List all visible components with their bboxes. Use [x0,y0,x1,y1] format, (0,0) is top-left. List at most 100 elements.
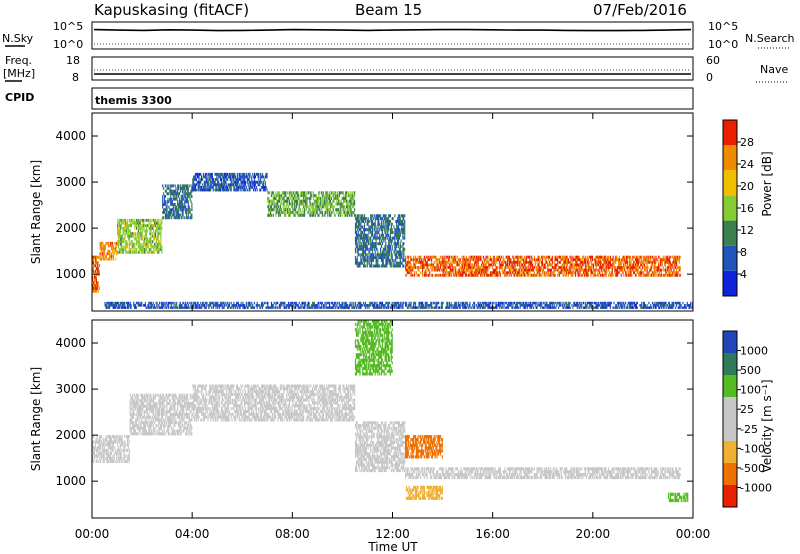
scatter-cell [637,268,639,272]
scatter-cell [368,219,370,223]
scatter-cell [300,194,302,198]
scatter-cell [222,175,224,179]
scatter-cell [616,268,618,272]
scatter-cell [491,273,493,277]
scatter-cell [381,261,383,265]
scatter-cell [126,226,128,230]
scatter-cell [428,304,430,307]
scatter-cell [562,273,564,277]
scatter-cell [643,273,645,277]
scatter-cell [345,301,347,305]
scatter-cell [397,250,399,254]
scatter-cell [487,258,489,262]
scatter-cell [171,210,173,214]
scatter-cell [625,258,628,262]
scatter-cell [172,301,174,305]
scatter-cell [126,224,128,228]
scatter-cell [614,260,616,264]
scatter-cell [624,258,626,262]
scatter-cell [124,304,126,307]
scatter-cell [251,178,253,181]
scatter-cell [334,213,336,217]
scatter-cell [630,273,632,277]
scatter-cell [623,255,625,259]
scatter-cell [382,236,384,240]
scatter-cell [571,273,573,277]
scatter-cell [409,260,411,264]
scatter-cell [203,188,205,192]
scatter-cell [160,304,163,307]
scatter-cell [152,240,154,244]
scatter-cell [382,219,384,223]
scatter-cell [404,236,406,240]
scatter-cell [466,258,468,262]
scatter-cell [481,273,483,277]
scatter-cell [505,263,507,267]
scatter-cell [362,214,364,218]
scatter-cell [516,263,518,267]
scatter-cell [587,260,589,264]
scatter-cell [524,271,526,275]
scatter-cell [341,196,343,200]
scatter-cell [93,289,96,293]
scatter-cell [478,258,480,262]
scatter-cell [218,180,220,184]
scatter-cell [109,252,111,256]
scatter-cell [524,260,526,264]
scatter-cell [419,255,421,259]
scatter-cell [591,263,594,267]
scatter-cell [537,258,539,262]
scatter-cell [216,172,218,176]
scatter-cell [387,253,389,257]
scatter-cell [257,183,259,187]
scatter-cell [260,180,262,184]
scatter-cell [110,255,113,258]
scatter-cell [170,301,172,305]
scatter-cell [332,306,334,309]
scatter-cell [397,225,400,229]
scatter-cell [141,237,143,241]
scatter-cell [355,236,357,240]
scatter-cell [122,306,124,309]
scatter-cell [290,301,292,305]
scatter-cell [168,200,170,204]
scatter-cell [94,258,96,262]
scatter-cell [505,271,507,275]
scatter-cell [481,271,484,275]
scatter-cell [365,233,367,237]
scatter-cell [473,266,475,269]
scatter-cell [125,229,127,233]
scatter-cell [566,266,568,269]
scatter-cell [278,196,280,200]
scatter-cell [381,242,383,246]
scatter-cell [110,304,112,307]
scatter-cell [278,213,280,217]
scatter-cell [376,236,378,240]
scatter-cell [450,306,452,309]
scatter-cell [501,263,503,267]
scatter-cell [94,269,96,273]
scatter-cell [508,263,510,267]
scatter-cell [236,183,238,187]
scatter-cell [300,213,302,217]
scatter-cell [407,258,409,262]
scatter-cell [270,306,273,309]
scatter-cell [407,260,409,264]
scatter-cell [329,213,331,217]
scatter-cell [188,208,190,212]
scatter-cell [565,255,567,259]
scatter-cell [205,180,207,184]
scatter-cell [160,232,162,236]
scatter-cell [498,268,501,272]
scatter-cell [132,232,134,236]
scatter-cell [132,250,134,254]
scatter-cell [543,266,545,269]
scatter-cell [403,264,405,268]
scatter-cell [368,306,370,309]
scatter-cell [640,271,642,275]
scatter-cell [311,211,313,214]
scatter-cell [163,203,166,206]
scatter-cell [120,306,122,309]
scatter-cell [387,219,389,223]
scatter-cell [437,260,439,264]
